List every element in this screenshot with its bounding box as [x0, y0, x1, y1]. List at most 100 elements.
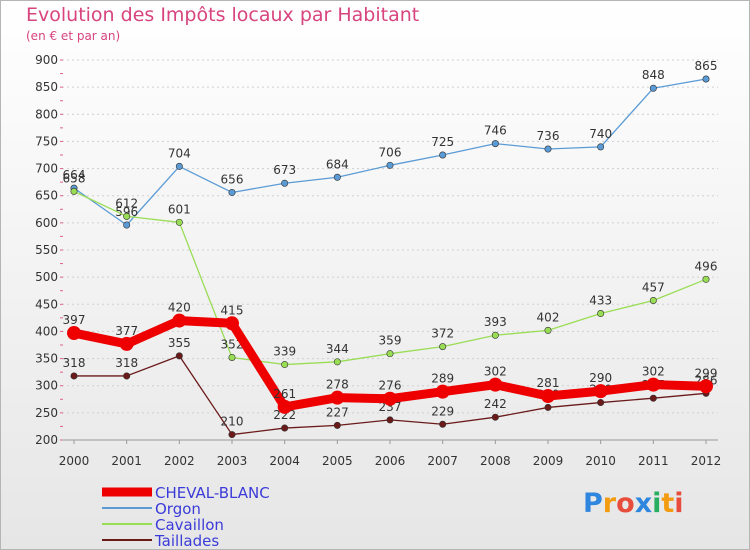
point-cavaillon	[228, 353, 236, 361]
point-orgon	[386, 161, 394, 169]
data-label-taillades: 210	[221, 415, 244, 429]
data-label-cheval-blanc: 397	[63, 313, 86, 327]
point-taillades	[386, 416, 394, 424]
data-label-cheval-blanc: 302	[484, 365, 507, 379]
point-cheval-blanc	[383, 391, 397, 406]
x-tick-label: 2001	[111, 454, 142, 468]
data-label-cavaillon: 601	[168, 202, 191, 216]
chart-title: Evolution des Impôts locaux par Habitant	[26, 4, 420, 26]
logo-letter: P	[583, 488, 603, 519]
data-label-orgon: 656	[221, 172, 244, 186]
y-tick-label: 350	[35, 352, 58, 366]
point-taillades	[544, 403, 552, 411]
point-cavaillon	[175, 218, 183, 226]
y-tick-label: 250	[35, 406, 58, 420]
point-taillades	[439, 420, 447, 428]
data-label-orgon: 725	[431, 135, 454, 149]
logo-letter: o	[616, 488, 635, 519]
point-taillades	[123, 372, 131, 380]
chart-subtitle: (en € et par an)	[26, 29, 121, 43]
point-cavaillon	[70, 187, 78, 195]
y-tick-label: 450	[35, 297, 58, 311]
point-taillades	[333, 421, 341, 429]
data-label-taillades: 355	[168, 336, 191, 350]
proxiti-logo: Proxiti	[583, 488, 684, 519]
point-orgon	[491, 140, 499, 148]
data-label-cavaillon: 457	[642, 280, 665, 294]
point-orgon	[281, 179, 289, 187]
data-label-cheval-blanc: 290	[589, 371, 612, 385]
x-tick-label: 2010	[585, 454, 616, 468]
point-orgon	[597, 143, 605, 151]
data-label-cavaillon: 612	[115, 196, 138, 210]
x-tick-label: 2009	[533, 454, 564, 468]
point-cavaillon	[439, 343, 447, 351]
point-cavaillon	[649, 296, 657, 304]
y-tick-label: 550	[35, 243, 58, 257]
y-tick-label: 750	[35, 134, 58, 148]
data-label-cavaillon: 352	[221, 337, 244, 351]
data-label-orgon: 664	[63, 168, 86, 182]
point-cavaillon	[123, 212, 131, 220]
data-label-orgon: 704	[168, 146, 191, 160]
point-cheval-blanc	[646, 377, 661, 392]
y-tick-label: 850	[35, 80, 58, 94]
data-label-taillades: 229	[431, 404, 454, 418]
point-orgon	[123, 221, 131, 229]
x-tick-label: 2005	[322, 454, 353, 468]
point-orgon	[649, 84, 657, 92]
point-orgon	[702, 75, 710, 83]
point-cavaillon	[702, 275, 710, 283]
y-tick-label: 600	[35, 216, 58, 230]
data-label-cavaillon: 344	[326, 342, 349, 356]
point-taillades	[228, 431, 236, 439]
data-label-cheval-blanc: 261	[273, 387, 296, 401]
legend-label-taillades: Taillades	[154, 532, 219, 550]
logo-letter: t	[661, 488, 675, 519]
data-label-orgon: 740	[589, 127, 612, 141]
data-label-cavaillon: 496	[695, 259, 718, 273]
legend-label-orgon: Orgon	[155, 500, 201, 518]
point-cheval-blanc	[172, 313, 187, 328]
data-label-cheval-blanc: 302	[642, 365, 665, 379]
data-label-orgon: 848	[642, 68, 665, 82]
data-label-cavaillon: 402	[537, 310, 560, 324]
point-cavaillon	[544, 326, 552, 334]
data-label-orgon: 673	[273, 163, 296, 177]
point-cavaillon	[491, 331, 499, 339]
point-taillades	[597, 399, 605, 407]
data-label-cavaillon: 372	[431, 327, 454, 341]
x-tick-label: 2004	[269, 454, 300, 468]
x-tick-label: 2006	[375, 454, 406, 468]
data-label-cavaillon: 359	[379, 334, 402, 348]
point-taillades	[281, 424, 289, 432]
data-label-orgon: 684	[326, 157, 349, 171]
point-cavaillon	[333, 358, 341, 366]
point-orgon	[544, 145, 552, 153]
y-tick-label: 650	[35, 189, 58, 203]
point-cavaillon	[386, 350, 394, 358]
legend-label-cheval-blanc: CHEVAL-BLANC	[155, 484, 270, 502]
y-tick-label: 700	[35, 162, 58, 176]
x-tick-label: 2007	[427, 454, 458, 468]
data-label-cavaillon: 433	[589, 294, 612, 308]
x-tick-label: 2002	[164, 454, 195, 468]
logo-letter: i	[652, 488, 662, 519]
data-label-cheval-blanc: 276	[379, 379, 402, 393]
data-label-cheval-blanc: 289	[431, 372, 454, 386]
y-tick-label: 400	[35, 324, 58, 338]
point-taillades	[649, 394, 657, 402]
data-label-cheval-blanc: 299	[695, 366, 718, 380]
data-label-taillades: 318	[115, 356, 138, 370]
point-cheval-blanc	[119, 336, 134, 351]
data-label-cavaillon: 393	[484, 315, 507, 329]
y-tick-label: 300	[35, 379, 58, 393]
point-orgon	[333, 173, 341, 181]
y-tick-label: 500	[35, 270, 58, 284]
point-cheval-blanc	[699, 379, 713, 394]
point-orgon	[439, 151, 447, 159]
logo-letter: r	[602, 488, 617, 519]
data-label-orgon: 865	[695, 59, 718, 73]
